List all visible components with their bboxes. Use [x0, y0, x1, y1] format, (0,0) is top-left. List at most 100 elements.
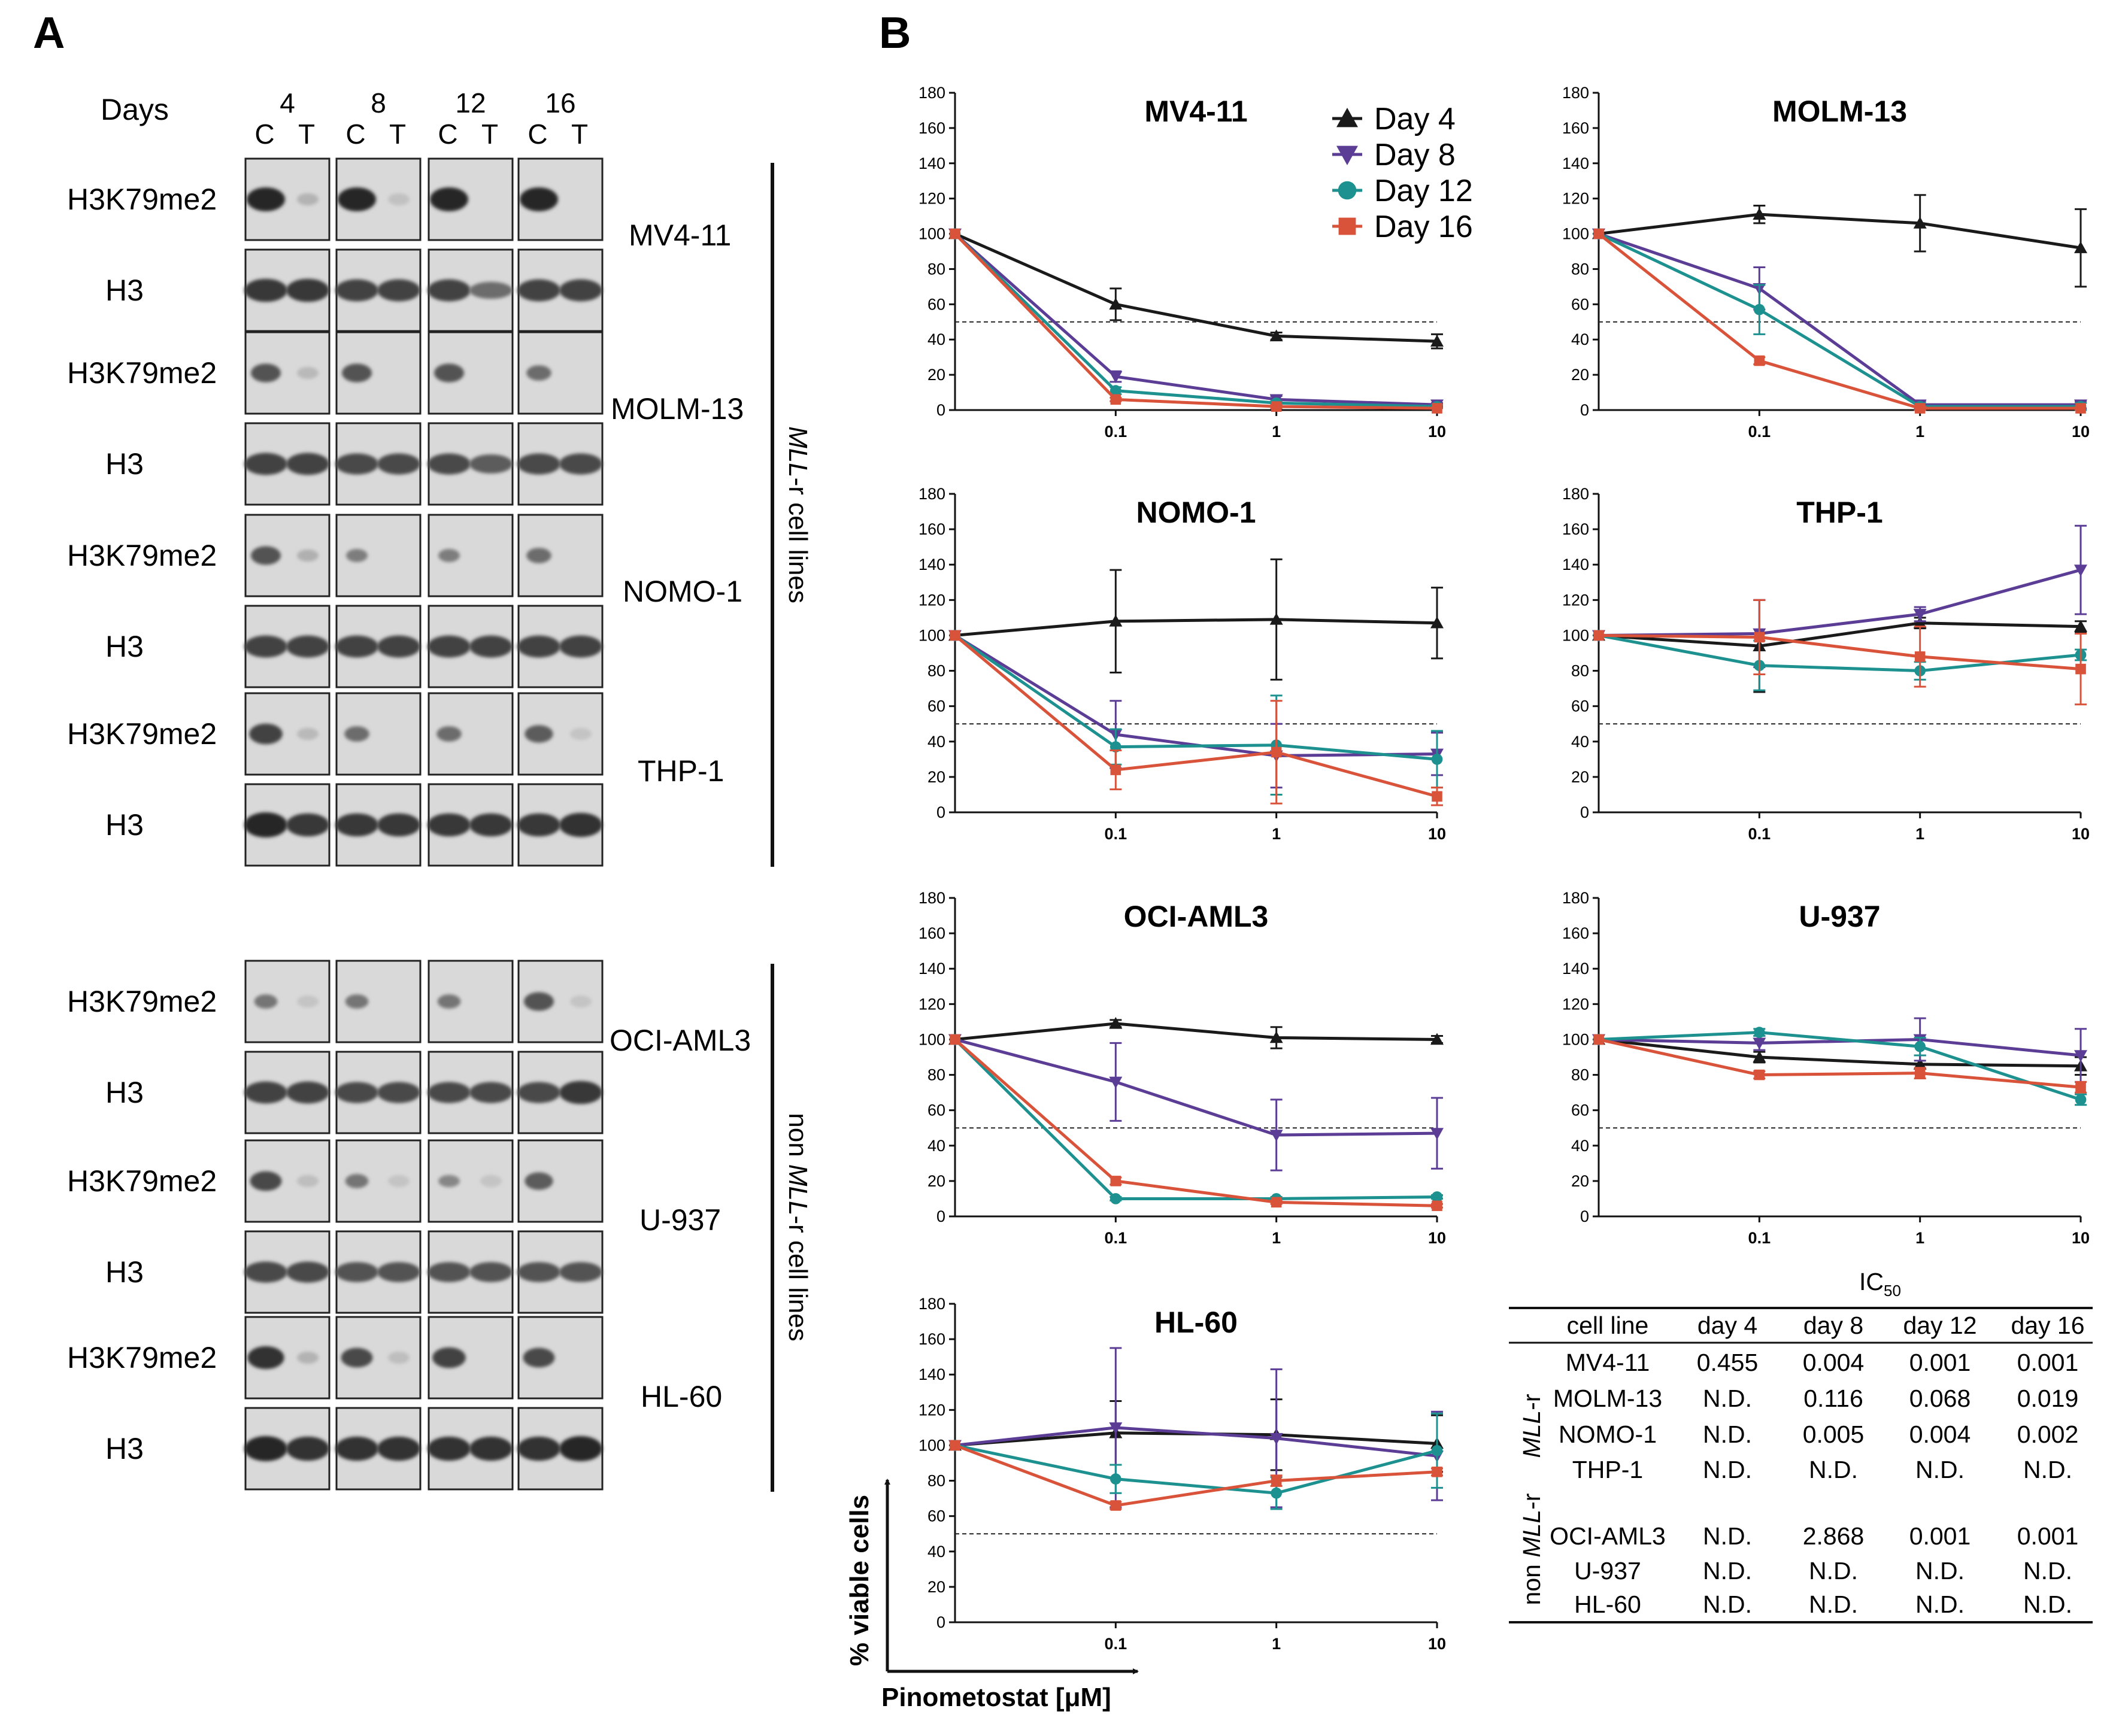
protein-band	[438, 549, 460, 562]
series-line	[954, 1443, 1438, 1495]
y-tick-label: 40	[927, 733, 945, 751]
y-tick-label: 40	[1571, 733, 1589, 751]
protein-band	[377, 453, 420, 475]
protein-band	[436, 726, 462, 742]
x-tick-label: 10	[1428, 1229, 1446, 1247]
table-cell-value: 0.116	[1803, 1385, 1863, 1412]
protein-band	[286, 278, 329, 302]
axis-arrows: % viable cells Pinometostat [μM]	[845, 1479, 1139, 1712]
protein-band	[570, 727, 592, 740]
data-point	[1430, 1128, 1444, 1140]
protein-band	[388, 193, 410, 206]
ic50-table: IC50 cell line day 4 day 8 day 12 day 16 MV4-…	[1509, 1268, 2093, 1623]
table-cell-line: HL-60	[1574, 1591, 1641, 1618]
data-point	[2075, 1094, 2087, 1106]
panel-label-b: B	[879, 8, 911, 57]
protein-band	[517, 453, 560, 475]
protein-band	[250, 1171, 282, 1191]
x-axis-title: Pinometostat [μM]	[881, 1683, 1111, 1712]
protein-band	[286, 1261, 329, 1283]
chart-mv4-11: 0 20 40 60 80 100 120 140 160 180 0.1 1 10 MV4-11	[918, 84, 1446, 441]
y-tick-label: 60	[1571, 697, 1589, 715]
legend-item: Day 4	[1332, 102, 1456, 136]
data-point	[1109, 1076, 1123, 1089]
table-cell-value: 2.868	[1803, 1522, 1865, 1550]
y-tick-label: 80	[927, 260, 945, 278]
series-day-8	[948, 630, 1444, 789]
data-point	[1914, 651, 1926, 662]
cell-line-label: MV4-11	[629, 218, 731, 252]
protein-band	[244, 635, 287, 658]
series-line	[954, 232, 1438, 408]
ic50-table-cells: cell line day 4 day 8 day 12 day 16 MV4-11 0.4…	[1550, 1312, 2084, 1618]
y-tick-label: 160	[1562, 924, 1589, 942]
protein-band	[244, 812, 287, 837]
table-cell-value: N.D.	[1809, 1557, 1858, 1585]
table-cell-value: 0.068	[1909, 1385, 1971, 1412]
protein-band	[297, 1351, 319, 1364]
legend-item: Day 12	[1332, 174, 1473, 208]
x-tick-label: 10	[2072, 1229, 2090, 1247]
y-tick-label: 80	[927, 662, 945, 680]
table-cell-line: NOMO-1	[1559, 1421, 1657, 1448]
protein-band	[434, 363, 464, 383]
x-tick-label: 1	[1272, 423, 1281, 441]
protein-band	[525, 1172, 553, 1190]
table-cell-value: N.D.	[1703, 1421, 1752, 1448]
x-tick-label: 0.1	[1748, 1229, 1771, 1247]
legend-label: Day 16	[1374, 210, 1473, 244]
data-point	[1110, 394, 1121, 405]
protein-band	[559, 279, 602, 302]
table-cell-line: OCI-AML3	[1550, 1522, 1666, 1550]
protein-band	[286, 1081, 329, 1104]
table-cell-value: 0.455	[1697, 1349, 1759, 1376]
data-point	[1753, 1051, 1766, 1063]
table-column-header: cell line	[1567, 1312, 1649, 1339]
data-point	[1271, 401, 1282, 412]
data-point	[1431, 753, 1443, 765]
data-point	[1754, 632, 1765, 643]
chart-u-937: 0 20 40 60 80 100 120 140 160 180 0.1 1 10 U-937	[1562, 889, 2090, 1247]
data-point	[1432, 1466, 1442, 1477]
x-tick-label: 0.1	[1105, 825, 1127, 843]
y-tick-label: 140	[918, 960, 945, 978]
x-tick-label: 0.1	[1748, 825, 1771, 843]
table-cell-value: 0.004	[1909, 1421, 1971, 1448]
protein-band	[345, 994, 369, 1009]
cell-line-label: THP-1	[638, 754, 724, 788]
data-point	[2074, 564, 2087, 577]
data-point	[1914, 403, 1926, 414]
protein-band	[335, 813, 378, 837]
x-tick-label: 1	[1272, 1635, 1281, 1653]
antibody-label-h3: H3	[105, 1432, 144, 1465]
data-point	[1753, 1037, 1766, 1050]
series-day-4	[948, 227, 1444, 350]
protein-band	[344, 726, 369, 742]
y-tick-label: 60	[927, 1101, 945, 1119]
protein-band	[517, 1436, 560, 1461]
protein-band	[342, 363, 372, 383]
data-point	[1271, 1487, 1283, 1499]
y-tick-label: 120	[918, 995, 945, 1013]
protein-band	[428, 813, 471, 837]
y-tick-label: 40	[927, 1137, 945, 1155]
protein-band	[428, 279, 471, 302]
series-day-12	[949, 1034, 1443, 1204]
x-tick-label: 0.1	[1105, 423, 1127, 441]
series-line	[954, 618, 1438, 637]
table-cell-value: N.D.	[1915, 1591, 1965, 1618]
chart-nomo-1: 0 20 40 60 80 100 120 140 160 180 0.1 1 10 NOMO-1	[918, 485, 1446, 843]
table-cell-value: N.D.	[1703, 1591, 1752, 1618]
y-tick-label: 20	[927, 1172, 945, 1190]
protein-band	[524, 992, 554, 1011]
protein-band	[247, 1346, 284, 1370]
series-line	[1597, 232, 2081, 408]
chart-oci-aml3: 0 20 40 60 80 100 120 140 160 180 0.1 1 10 OCI-AML3	[918, 889, 1446, 1247]
table-cell-line: MV4-11	[1566, 1349, 1650, 1376]
day-header: 16	[545, 87, 575, 119]
table-column-header: day 4	[1697, 1312, 1757, 1339]
protein-band	[249, 723, 283, 745]
y-tick-label: 120	[1562, 190, 1589, 208]
protein-band	[559, 1262, 602, 1282]
antibody-label-h3: H3	[105, 1076, 144, 1109]
